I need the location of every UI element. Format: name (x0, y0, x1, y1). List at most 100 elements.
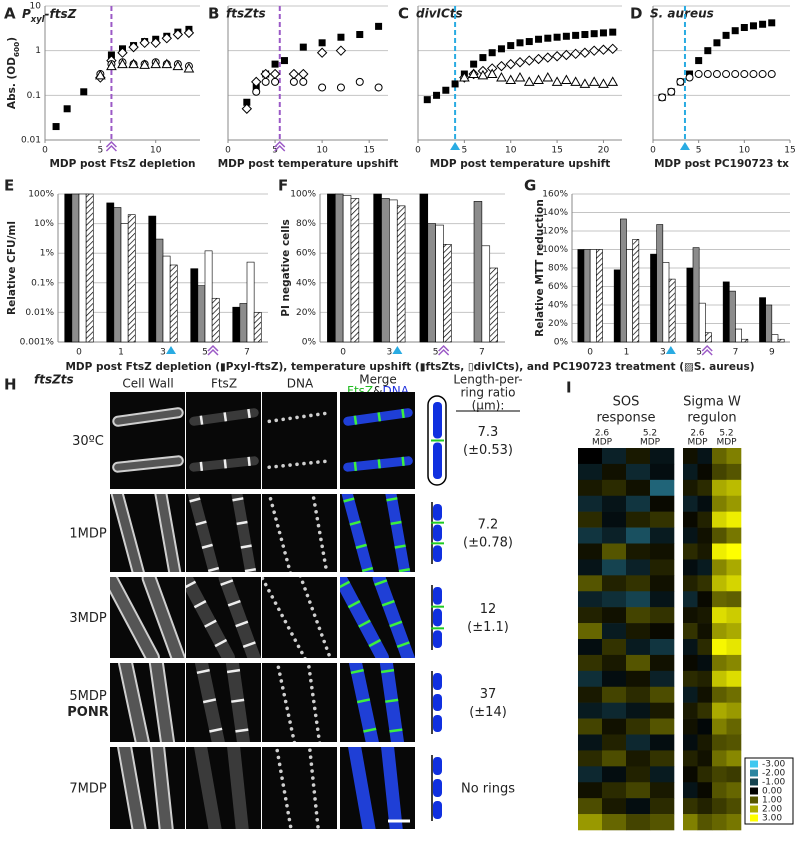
cell-wall (112, 407, 184, 427)
heatmap-cell (626, 591, 651, 608)
cartoon-nucleoid (433, 694, 442, 711)
heatmap-cell (697, 575, 713, 592)
cell (193, 747, 223, 829)
dna-spot (319, 537, 323, 542)
heatmap-cell (602, 798, 627, 815)
y-tick-label: 120% (542, 227, 568, 237)
dna-spot (293, 638, 298, 642)
dna-spot (323, 459, 327, 464)
cell (341, 494, 375, 572)
dna-spot (274, 742, 278, 746)
y-axis-label-part: 600 (12, 42, 21, 57)
heatmap-cell (650, 798, 675, 815)
ftsz-ring (220, 579, 234, 586)
dna-spot (286, 626, 291, 630)
panel-letter: G (524, 177, 536, 195)
marker-chevron (207, 344, 219, 356)
heatmap-cell (578, 766, 603, 783)
bar (613, 269, 621, 343)
point (588, 45, 600, 56)
bar (765, 304, 773, 343)
point (731, 27, 739, 35)
heatmap-cell (626, 686, 651, 703)
cell-body (380, 747, 404, 829)
micrograph (110, 494, 185, 572)
heatmap-cell (602, 511, 627, 528)
cell (307, 665, 322, 742)
cell (379, 663, 405, 742)
point (488, 49, 496, 57)
cell (186, 577, 235, 658)
image-bg (340, 392, 415, 489)
heatmap-cell (626, 798, 651, 815)
x-tick-label: 10 (505, 146, 517, 156)
shared-x-axis-label: MDP post FtsZ depletion (▮Pxyl-ftsZ), te… (65, 361, 754, 373)
cartoon-nucleoid (433, 442, 442, 479)
point (150, 37, 161, 49)
heatmap-cell (578, 670, 603, 688)
point (479, 54, 487, 62)
ratio-value: 37 (480, 687, 497, 702)
cell-wall (149, 747, 175, 829)
bar (373, 193, 382, 343)
colorbar-swatch (750, 814, 758, 822)
cartoon-nucleoid (433, 524, 442, 542)
panel-letter: E (4, 177, 14, 195)
point (758, 70, 767, 79)
point (318, 83, 327, 92)
heatmap-cell (683, 766, 698, 783)
cell (347, 747, 377, 829)
dna-spot (303, 587, 307, 591)
heatmap-title: Sigma W (683, 395, 741, 410)
heatmap-cell (650, 702, 675, 719)
point (590, 30, 598, 38)
bar (246, 261, 255, 343)
heatmap-cell (683, 798, 698, 815)
heatmap-cell (683, 511, 698, 528)
bar (656, 224, 664, 343)
heatmap-cell (726, 750, 742, 767)
cell (308, 748, 320, 829)
heatmap-cell (602, 718, 627, 735)
dna-spot (283, 551, 287, 555)
ftsz-ring (223, 459, 227, 469)
ftsz-ring (242, 641, 256, 649)
row-label: 3MDP (69, 611, 106, 626)
ftsz-ring (358, 619, 371, 628)
heatmap-cell (683, 814, 698, 831)
bar (120, 223, 129, 343)
heatmap-cell (712, 718, 727, 735)
dna-spot (316, 824, 320, 829)
dna-spot (313, 804, 318, 808)
point (271, 77, 280, 86)
bar (239, 303, 248, 343)
micrograph (262, 742, 337, 829)
heatmap-cell (683, 718, 698, 735)
bar (662, 262, 670, 343)
point (183, 62, 195, 73)
cell (348, 663, 380, 742)
ftsz-ring (386, 497, 398, 502)
point (468, 68, 479, 79)
heatmap-cell (578, 527, 603, 544)
dna-spot (282, 692, 287, 697)
heatmap-cell (626, 575, 651, 592)
heatmap-cell (712, 814, 727, 831)
point (722, 70, 731, 79)
colorbar-swatch (750, 805, 758, 813)
dna-spot (288, 720, 292, 724)
dna-spot (287, 817, 292, 822)
image-bg (262, 392, 337, 489)
column-header: Merge (359, 373, 396, 387)
y-tick-label: 100% (290, 190, 316, 200)
ratio-value: (±14) (469, 705, 507, 720)
dna-spot (312, 790, 317, 794)
heatmap-cell (578, 702, 603, 719)
heatmap-cell (697, 798, 713, 815)
column-label: 5.2 (719, 429, 733, 439)
x-tick-label: 10 (150, 146, 162, 156)
point (535, 35, 543, 43)
point (280, 57, 288, 65)
ftsz-ring (186, 580, 197, 589)
y-tick-label: 80% (548, 264, 568, 274)
